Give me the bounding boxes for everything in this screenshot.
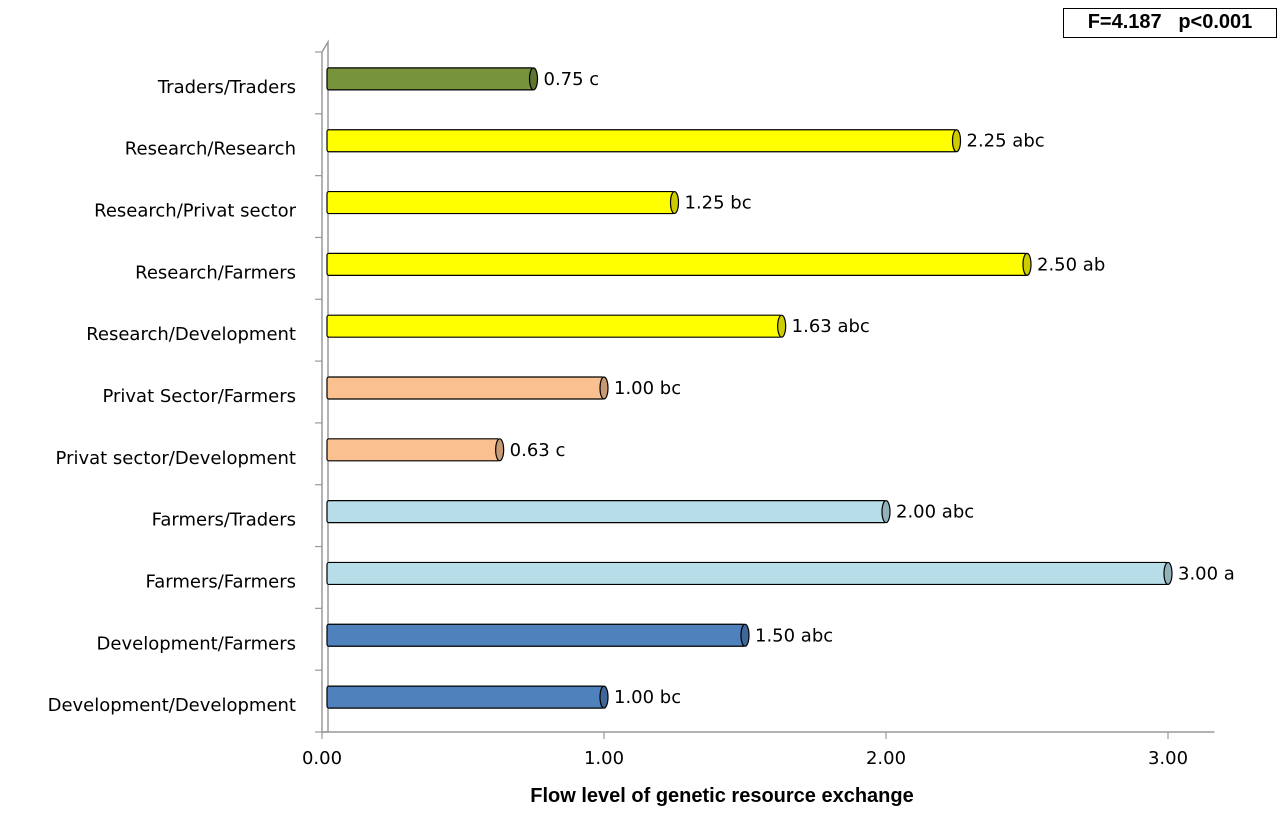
category-label: Privat sector/Development <box>56 448 296 469</box>
bar: 1.00 bc <box>326 376 681 400</box>
category-label: Development/Farmers <box>97 633 296 654</box>
category-label: Research/Farmers <box>135 262 296 283</box>
bar-body <box>326 376 605 400</box>
bar-end-cap <box>1163 561 1173 586</box>
data-label: 1.25 bc <box>685 193 752 214</box>
data-label: 1.50 abc <box>755 625 833 646</box>
bar-body <box>326 438 501 462</box>
bar: 2.25 abc <box>326 129 1045 153</box>
bar-end-cap <box>1022 252 1032 276</box>
category-labels: Traders/Traders Research/Research Research… <box>48 77 297 716</box>
bar: 2.50 ab <box>326 252 1105 276</box>
bar-end-cap <box>528 67 539 91</box>
category-label: Research/Development <box>86 324 296 345</box>
bar-body <box>326 190 676 215</box>
bar-body <box>326 314 783 338</box>
category-label: Research/Privat sector <box>94 201 296 222</box>
bar-end-cap <box>495 438 505 462</box>
data-label: 1.63 abc <box>792 316 870 337</box>
bar-body <box>326 252 1028 276</box>
x-tick-label: 2.00 <box>866 748 906 769</box>
category-label: Privat Sector/Farmers <box>102 386 296 407</box>
data-label: 1.00 bc <box>614 378 681 399</box>
category-label: Traders/Traders <box>157 77 296 98</box>
bar-end-cap <box>599 685 609 709</box>
x-tick-label: 0.00 <box>302 748 342 769</box>
data-label: 2.50 ab <box>1037 254 1105 275</box>
bar-body <box>326 129 958 153</box>
bar-end-cap <box>881 500 891 524</box>
bar-end-cap <box>599 376 609 400</box>
bar-end-cap <box>740 623 750 647</box>
x-tick-labels: 0.00 1.00 2.00 3.00 <box>302 748 1188 769</box>
bar: 3.00 a <box>326 561 1235 586</box>
bar: 1.50 abc <box>326 623 833 647</box>
bar: 1.63 abc <box>326 314 870 338</box>
data-label: 0.63 c <box>510 440 566 461</box>
bar: 1.00 bc <box>326 685 681 709</box>
category-label: Research/Research <box>125 139 296 160</box>
bar-body <box>326 685 605 709</box>
category-label: Farmers/Traders <box>152 510 296 531</box>
bar-body <box>326 561 1169 586</box>
data-label: 3.00 a <box>1178 563 1235 584</box>
bar: 0.75 c <box>326 67 600 91</box>
x-tick-label: 1.00 <box>584 748 624 769</box>
x-tick-label: 3.00 <box>1148 748 1188 769</box>
bar: 0.63 c <box>326 438 566 462</box>
bar: 2.00 abc <box>326 500 974 524</box>
chart-axes <box>315 39 1215 739</box>
bar-body <box>326 500 887 524</box>
x-axis-title: Flow level of genetic resource exchange <box>530 785 913 807</box>
bar-end-cap <box>951 129 962 153</box>
bar-body <box>326 67 535 91</box>
bar-end-cap <box>777 314 787 338</box>
data-label: 0.75 c <box>544 69 600 90</box>
statistics-annotation: F=4.187 p<0.001 <box>1063 8 1277 38</box>
data-label: 1.00 bc <box>614 687 681 708</box>
bar-body <box>326 623 746 647</box>
category-label: Development/Development <box>48 695 296 716</box>
chart-bars: 0.75 c 2.25 abc 1.25 bc 2.50 ab 1.63 abc 1.00… <box>326 67 1235 709</box>
data-label: 2.25 abc <box>967 131 1045 152</box>
category-label: Farmers/Farmers <box>146 571 296 592</box>
data-label: 2.00 abc <box>896 502 974 523</box>
bar: 1.25 bc <box>326 190 752 215</box>
bar-end-cap <box>669 190 680 215</box>
